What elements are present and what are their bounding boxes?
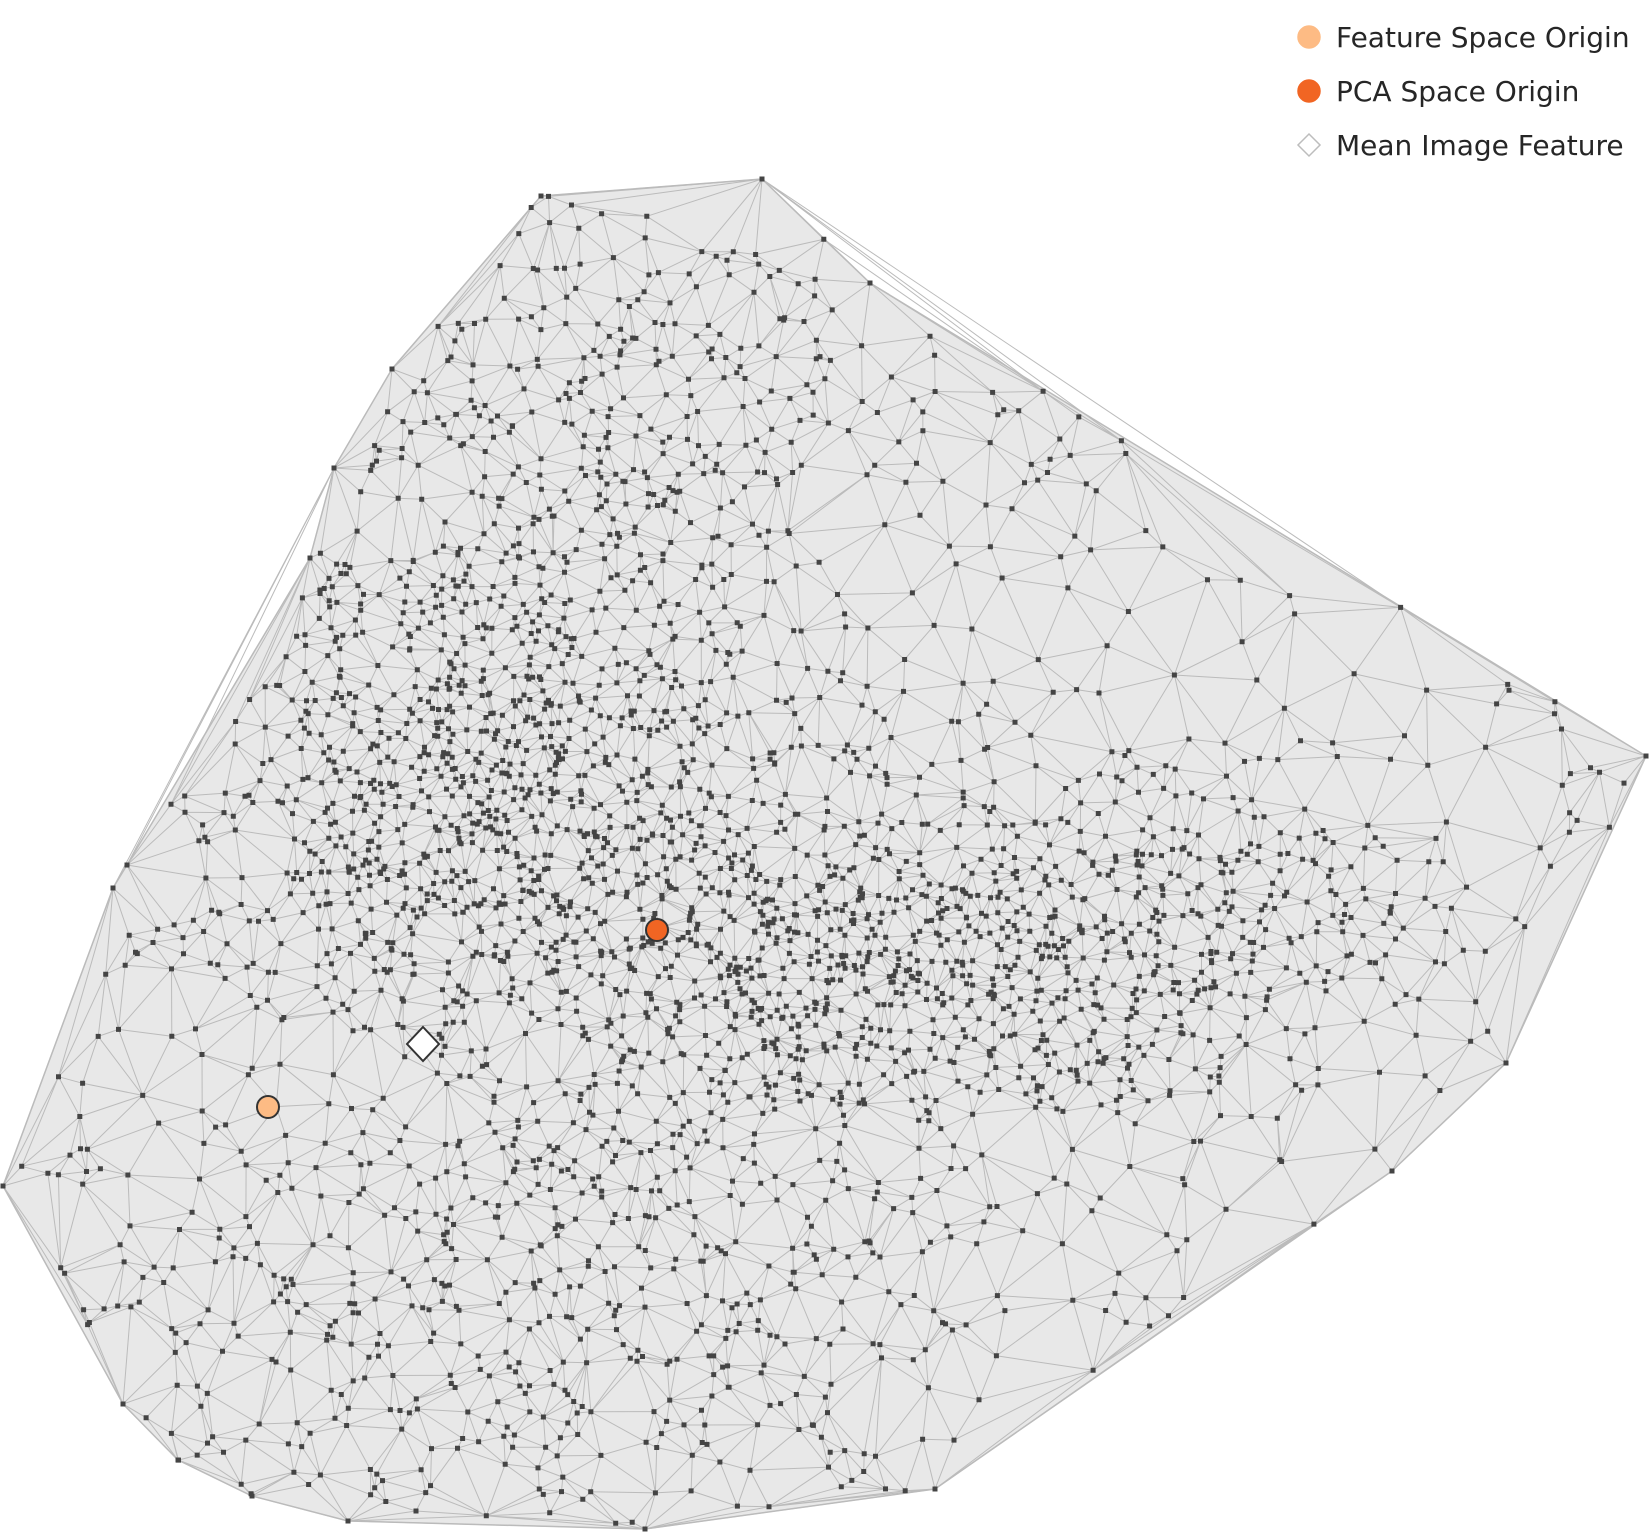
legend: Feature Space Origin PCA Space Origin Me… xyxy=(1296,10,1630,172)
legend-item-mean-image-feature: Mean Image Feature xyxy=(1296,118,1630,172)
mesh-edge-lines xyxy=(2,178,1647,1530)
pca-space-origin-marker xyxy=(645,918,669,942)
legend-circle-icon xyxy=(1297,79,1321,103)
feature-point-markers xyxy=(0,176,1649,1532)
triangulation-edges xyxy=(2,178,1647,1530)
legend-item-feature-space-origin: Feature Space Origin xyxy=(1296,10,1630,64)
legend-label: Mean Image Feature xyxy=(1336,128,1624,162)
mean-image-feature-marker xyxy=(405,1025,441,1063)
legend-diamond-icon xyxy=(1296,132,1322,158)
legend-label: PCA Space Origin xyxy=(1336,74,1580,108)
legend-label: Feature Space Origin xyxy=(1336,20,1630,54)
feature-points xyxy=(0,176,1649,1532)
legend-item-pca-space-origin: PCA Space Origin xyxy=(1296,64,1630,118)
feature-space-origin-marker xyxy=(256,1095,280,1119)
legend-circle-icon xyxy=(1297,25,1321,49)
special-markers xyxy=(256,918,669,1119)
